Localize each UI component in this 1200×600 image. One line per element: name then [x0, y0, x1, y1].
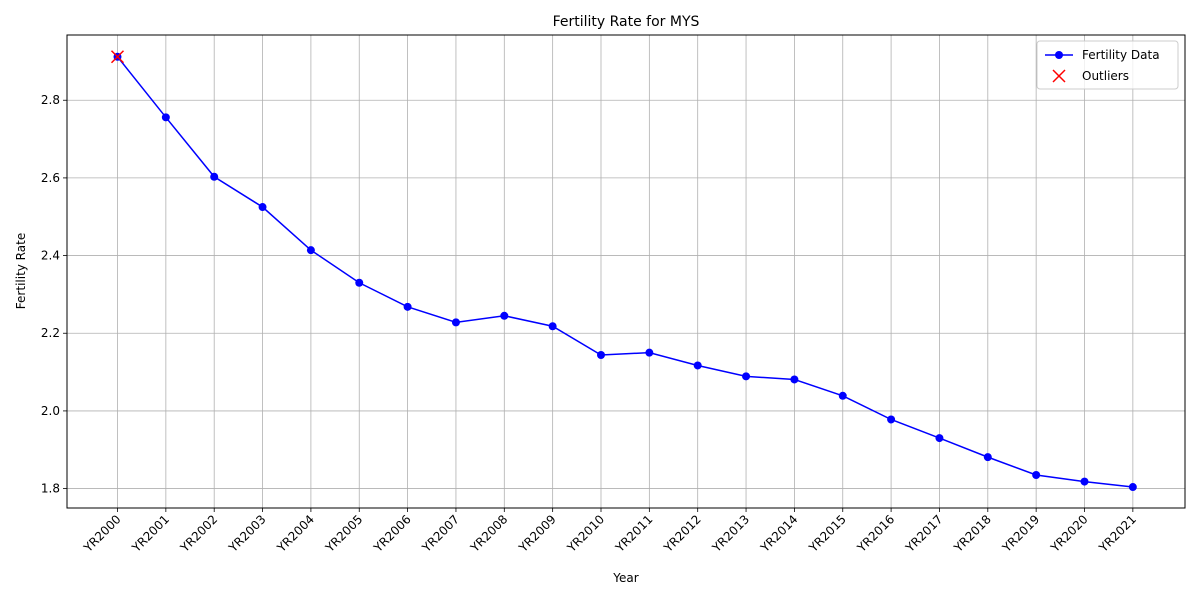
legend: Fertility Data Outliers	[1036, 40, 1179, 90]
plot-frame	[66, 34, 1186, 509]
legend-dot-swatch	[1055, 51, 1063, 59]
data-point	[838, 391, 847, 400]
x-axis-label: Year	[612, 571, 638, 585]
grid	[67, 35, 1185, 508]
legend-label-fertility: Fertility Data	[1082, 48, 1160, 62]
series-layer	[113, 52, 1137, 492]
data-point	[597, 350, 605, 359]
data-point	[306, 246, 315, 255]
series-line	[116, 56, 1133, 488]
data-point	[742, 372, 751, 381]
data-point	[1128, 483, 1137, 492]
data-point	[645, 348, 654, 357]
y-axis-label: Fertility Rate	[14, 233, 28, 309]
data-point	[1032, 470, 1041, 479]
y-tick-label: 2.4	[41, 249, 60, 263]
y-tick-label: 2.6	[41, 171, 60, 185]
outlier-layer	[110, 50, 125, 64]
data-point	[935, 434, 944, 443]
data-point	[500, 311, 509, 320]
data-point	[258, 203, 267, 212]
data-point	[210, 172, 219, 181]
data-point	[161, 113, 170, 122]
y-tick-label: 1.8	[41, 482, 60, 496]
chart-title: Fertility Rate for MYS	[553, 14, 700, 30]
y-tick-label: 2.0	[41, 404, 60, 418]
legend-box	[1036, 40, 1179, 90]
outlier-marker	[110, 50, 125, 64]
data-point	[403, 302, 412, 311]
legend-label-outliers: Outliers	[1082, 69, 1129, 83]
data-point	[548, 322, 557, 331]
data-point	[693, 361, 702, 370]
legend-x-swatch	[1052, 69, 1066, 83]
data-point	[790, 375, 799, 384]
data-point	[451, 318, 460, 327]
data-point	[983, 453, 992, 462]
y-axis: 1.8 2.0 2.2 2.4 2.6 2.8	[41, 93, 67, 496]
data-point	[887, 415, 896, 424]
y-tick-label: 2.2	[41, 326, 60, 340]
data-point	[355, 278, 364, 287]
y-tick-label: 2.8	[41, 93, 60, 107]
data-point	[1080, 477, 1089, 486]
